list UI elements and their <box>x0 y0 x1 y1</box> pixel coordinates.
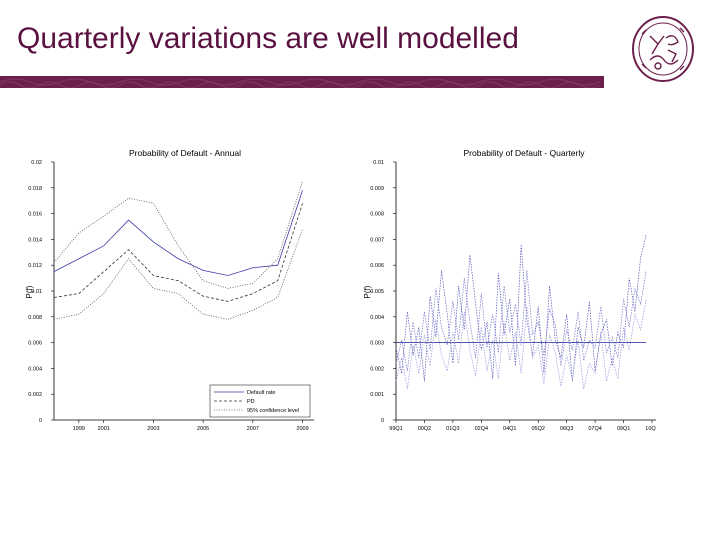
x-tick-label: 2003 <box>147 426 159 432</box>
series-line <box>395 270 647 372</box>
x-tick-label: 07Q4 <box>588 426 601 432</box>
header-band <box>0 76 604 88</box>
y-axis-label: P(f) <box>363 285 372 298</box>
x-tick-label: 2009 <box>296 426 308 432</box>
x-tick-label: 99Q1 <box>389 426 402 432</box>
y-tick-label: 0.005 <box>370 289 384 295</box>
x-tick-label: 02Q4 <box>475 426 488 432</box>
y-tick-label: 0.01 <box>373 160 384 166</box>
chart-title: Probability of Default - Annual <box>129 148 241 158</box>
y-tick-label: 0.002 <box>28 392 42 398</box>
y-tick-label: 0.001 <box>370 392 384 398</box>
y-tick-label: 0.016 <box>28 212 42 218</box>
y-tick-label: 0.006 <box>28 341 42 347</box>
x-tick-label: 04Q1 <box>503 426 516 432</box>
y-tick-label: 0 <box>39 418 42 424</box>
x-tick-label: 01Q3 <box>446 426 459 432</box>
y-tick-label: 0.004 <box>370 315 384 321</box>
legend-entry: 95% confidence level <box>247 408 299 414</box>
y-tick-label: 0.018 <box>28 186 42 192</box>
x-tick-label: 2005 <box>197 426 209 432</box>
chart-title: Probability of Default - Quarterly <box>464 148 586 158</box>
x-tick-label: 06Q3 <box>560 426 573 432</box>
x-tick-label: 05Q2 <box>531 426 544 432</box>
series-line <box>395 234 647 382</box>
y-tick-label: 0.008 <box>28 315 42 321</box>
y-tick-label: 0.009 <box>370 186 384 192</box>
university-seal-icon <box>632 16 694 82</box>
x-tick-label: 09Q1 <box>617 426 630 432</box>
series-line <box>53 203 303 302</box>
legend-entry: PD <box>247 399 255 405</box>
x-tick-label: 1999 <box>73 426 85 432</box>
legend-entry: Default rate <box>247 390 275 396</box>
x-tick-label: 00Q2 <box>418 426 431 432</box>
chart-annual: Probability of Default - Annual P(f) 0 0.… <box>25 148 314 432</box>
series-line <box>53 190 303 276</box>
chart-quarterly: Probability of Default - Quarterly P(f) … <box>363 148 656 432</box>
y-axis-label: P(f) <box>25 285 34 298</box>
series-line <box>53 228 303 320</box>
y-tick-label: 0.004 <box>28 366 42 372</box>
band-texture <box>0 78 601 88</box>
x-tick-label: 2007 <box>247 426 259 432</box>
slide-title: Quarterly variations are well modelled <box>17 22 519 55</box>
y-tick-label: 0.012 <box>28 263 42 269</box>
y-tick-label: 0.007 <box>370 237 384 243</box>
y-tick-label: 0.006 <box>370 263 384 269</box>
x-tick-label: 2001 <box>98 426 110 432</box>
y-tick-label: 0.002 <box>370 366 384 372</box>
x-tick-label: 10Q2 <box>645 426 656 432</box>
y-tick-label: 0.01 <box>31 289 42 295</box>
series-line <box>53 181 303 289</box>
y-tick-label: 0.008 <box>370 212 384 218</box>
y-tick-label: 0.003 <box>370 341 384 347</box>
y-tick-label: 0 <box>381 418 384 424</box>
y-tick-label: 0.02 <box>31 160 42 166</box>
y-tick-label: 0.014 <box>28 237 42 243</box>
